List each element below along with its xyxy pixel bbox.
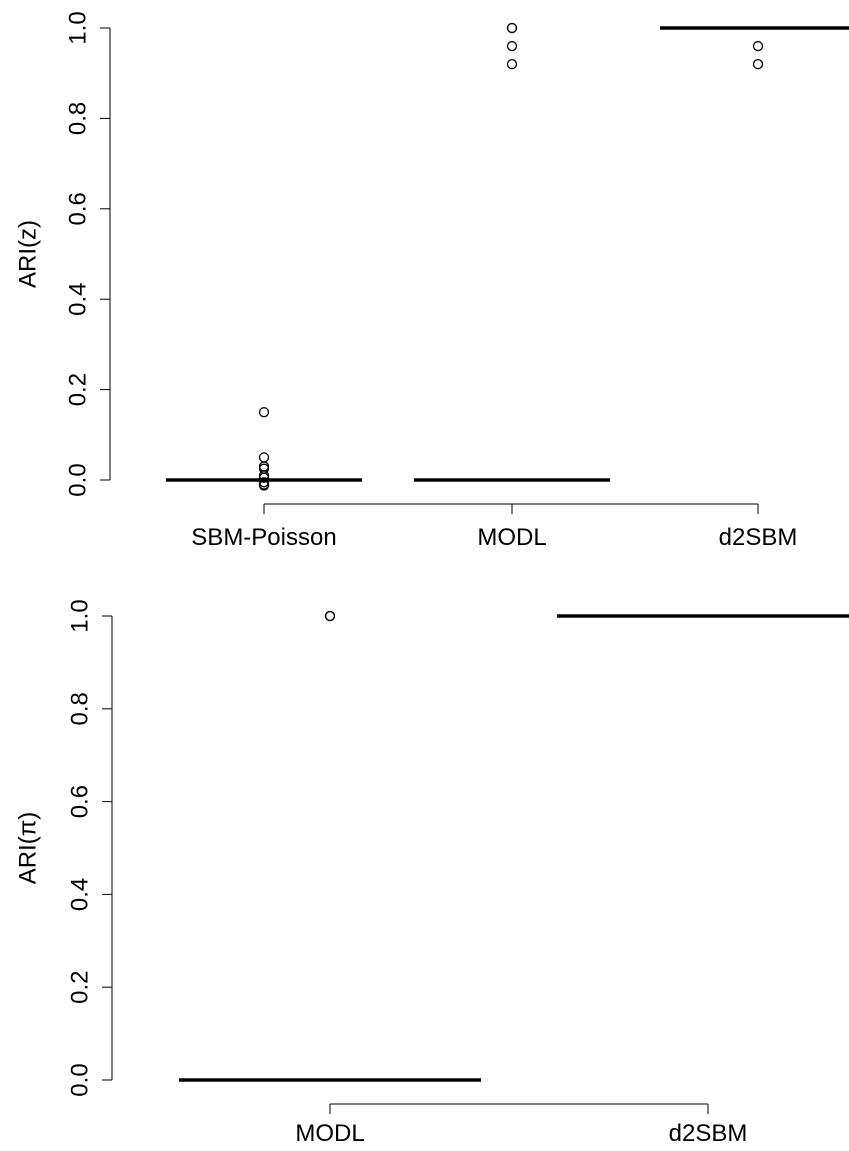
y-axis-label: ARI(π) <box>15 812 42 885</box>
y-tick-label: 0.6 <box>65 192 92 225</box>
y-tick-label: 1.0 <box>65 11 92 44</box>
y-tick-label: 0.2 <box>67 971 94 1004</box>
outlier-point <box>506 22 518 34</box>
chart-panel-1: 0.0 0.2 0.4 0.6 0.8 1.0 ARI(z) SBM-Poisson MODL d… <box>15 11 849 551</box>
outlier-point <box>506 40 518 52</box>
outlier-point <box>324 610 336 622</box>
y-tick-label: 0.4 <box>67 878 94 911</box>
x-tick-label: MODL <box>477 524 546 551</box>
chart-panel-2: 0.0 0.2 0.4 0.6 0.8 1.0 ARI(π) MODL d2SBM <box>15 599 849 1147</box>
x-tick-label: SBM-Poisson <box>191 524 336 551</box>
y-tick-label: 0.8 <box>67 692 94 725</box>
y-tick-label: 0.8 <box>65 102 92 135</box>
x-tick-label: d2SBM <box>719 524 798 551</box>
y-tick-label: 1.0 <box>67 599 94 632</box>
y-tick-label: 0.0 <box>67 1063 94 1096</box>
outlier-point <box>752 40 764 52</box>
y-tick-label: 0.6 <box>67 785 94 818</box>
y-axis-label: ARI(z) <box>15 220 42 288</box>
outlier-point <box>258 472 270 483</box>
y-tick-label: 0.4 <box>65 283 92 316</box>
outlier-point <box>258 480 270 491</box>
outlier-point <box>258 407 270 418</box>
outlier-point <box>506 59 518 70</box>
x-tick-label: MODL <box>295 1120 364 1147</box>
x-tick-label: d2SBM <box>669 1120 748 1147</box>
outlier-point <box>752 59 764 70</box>
y-tick-label: 0.2 <box>65 373 92 406</box>
y-tick-label: 0.0 <box>65 463 92 496</box>
outlier-point <box>258 452 270 463</box>
